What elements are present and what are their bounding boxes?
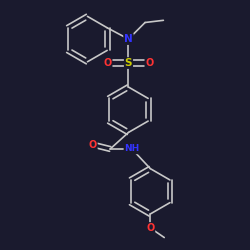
Text: O: O [88,140,97,150]
Text: O: O [145,58,154,68]
Text: NH: NH [124,144,140,154]
Text: N: N [124,34,133,44]
Text: O: O [146,223,154,233]
Text: S: S [125,58,132,68]
Text: O: O [104,58,112,68]
